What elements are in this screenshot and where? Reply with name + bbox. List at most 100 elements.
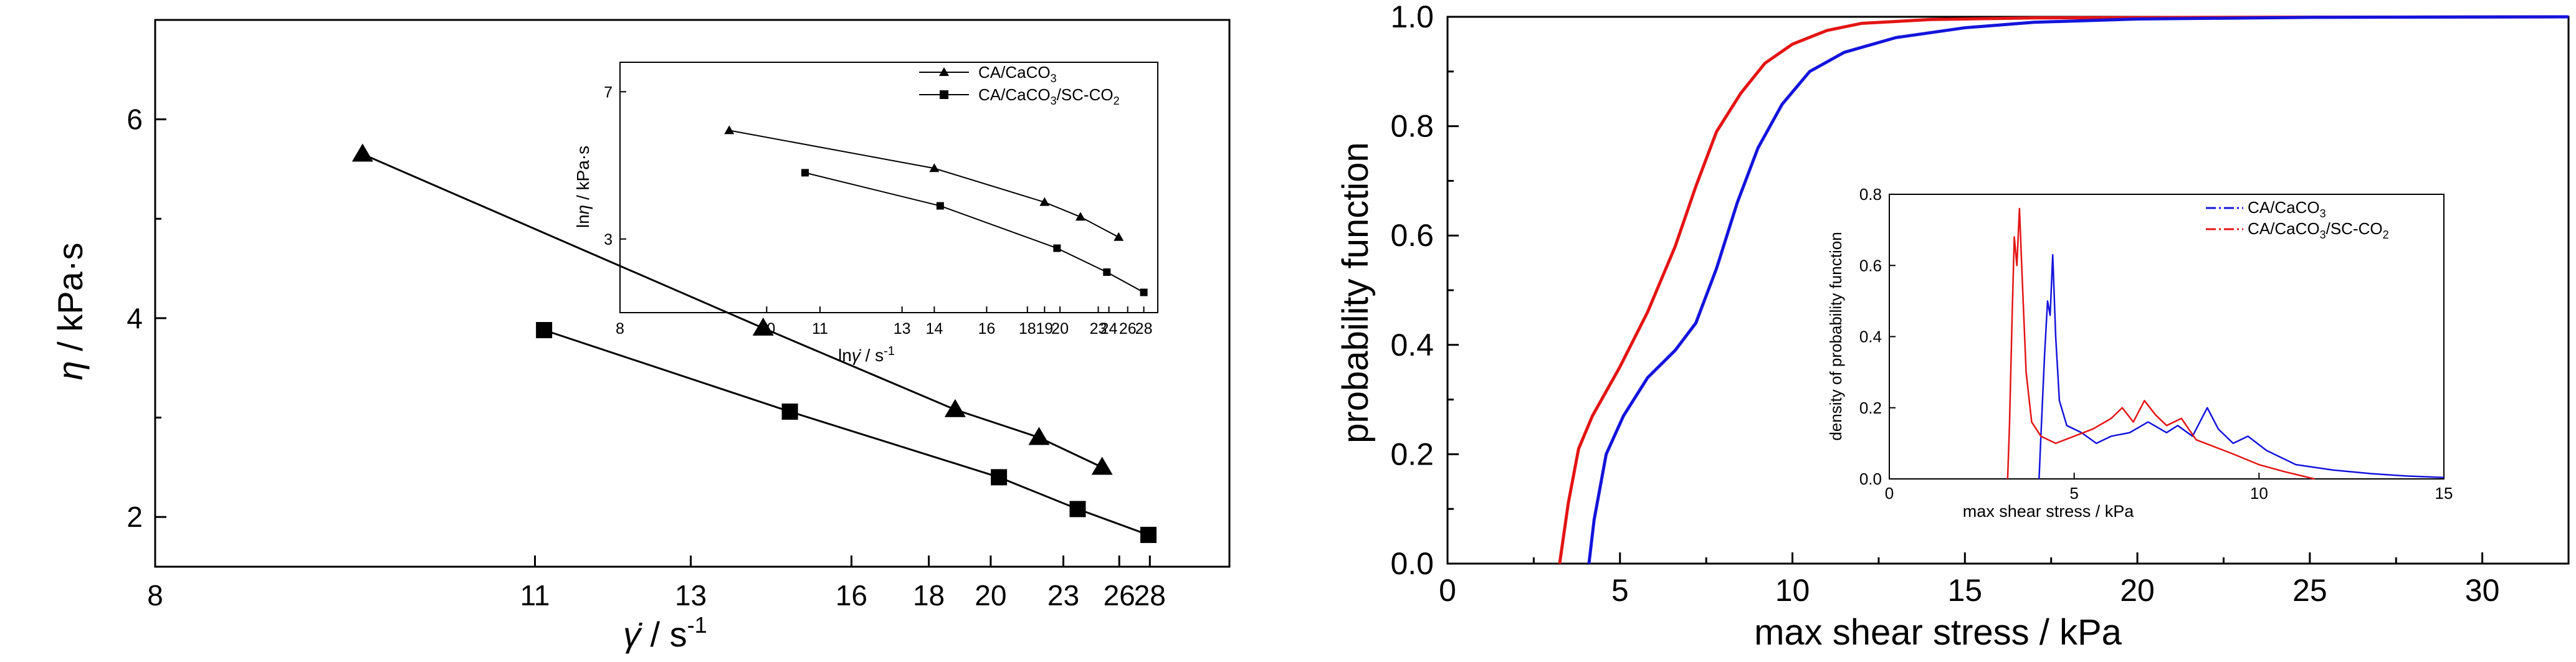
series-line-0 — [362, 153, 1103, 468]
x-tick-label: 13 — [894, 320, 911, 338]
y-tick-label: 0.2 — [1390, 437, 1434, 471]
x-tick-label: 18 — [1019, 320, 1036, 338]
x-tick-label: 0 — [1439, 573, 1456, 608]
x-tick-label: 28 — [1134, 579, 1166, 612]
y-tick-label: 3 — [604, 231, 613, 248]
triangle-marker — [1075, 212, 1085, 221]
cdf-line-1 — [1587, 15, 2569, 564]
x-tick-label: 10 — [1775, 573, 1810, 608]
ln-viscosity-inset-x-label: lnγ̇ / s-1 — [838, 344, 895, 365]
density-inset-x-axis: 0 5 10 15 — [1885, 473, 2453, 503]
x-tick-label: 15 — [1947, 573, 1982, 608]
x-tick-label: 8 — [147, 579, 163, 612]
square-marker — [1053, 244, 1061, 252]
square-marker — [801, 169, 809, 177]
x-tick-label: 5 — [2069, 484, 2078, 503]
cdf-line-0 — [1558, 15, 2569, 564]
legend-square-marker — [940, 90, 948, 99]
legend-triangle-marker — [939, 67, 949, 76]
x-tick-label: 28 — [1135, 320, 1153, 338]
probability-x-axis-label: max shear stress / kPa — [1754, 612, 2122, 653]
density-inset-series — [2006, 207, 2445, 480]
viscosity-y-axis-label: η / kPa·s — [50, 243, 90, 381]
x-tick-label: 16 — [836, 579, 867, 612]
ln-viscosity-inset-series — [724, 125, 1148, 296]
y-tick-label: 0.4 — [1859, 328, 1882, 346]
legend-entry-ca-caco3: CA/CaCO3 — [2248, 198, 2326, 220]
viscosity-series — [351, 143, 1157, 543]
triangle-marker — [752, 317, 774, 336]
legend-entry-ca-caco3-sc-co2: CA/CaCO3/SC-CO2 — [978, 85, 1120, 107]
x-tick-label: 19 — [1036, 320, 1053, 338]
x-tick-label: 11 — [520, 579, 550, 612]
x-tick-label: 13 — [675, 579, 707, 612]
square-marker — [991, 469, 1008, 486]
square-marker — [1140, 526, 1157, 543]
probability-y-axis-label: probability function — [1335, 142, 1376, 443]
square-marker — [936, 202, 944, 210]
x-tick-label: 15 — [2435, 484, 2453, 503]
viscosity-x-axis-label: γ̇ / s-1 — [623, 612, 707, 654]
x-tick-label: 20 — [1051, 320, 1069, 338]
x-tick-label: 11 — [812, 320, 828, 338]
triangle-marker — [724, 125, 735, 135]
legend-entry-ca-caco3-sc-co2: CA/CaCO3/SC-CO2 — [2248, 219, 2389, 241]
probability-x-axis: 0 5 10 15 20 25 30 — [1439, 552, 2499, 608]
y-tick-label: 4 — [126, 302, 143, 334]
probability-chart-frame — [1446, 16, 2570, 565]
y-tick-label: 2 — [126, 501, 143, 533]
density-line-1 — [2006, 207, 2315, 480]
ln-viscosity-inset-legend: CA/CaCO3 CA/CaCO3/SC-CO2 — [919, 63, 1120, 107]
ln-viscosity-inset-y-label: lnη / kPa·s — [573, 146, 593, 228]
triangle-marker — [351, 143, 373, 162]
x-tick-label: 8 — [616, 320, 624, 338]
triangle-marker — [1091, 456, 1113, 475]
y-tick-label: 7 — [604, 83, 613, 101]
x-tick-label: 30 — [2465, 573, 2500, 608]
x-tick-label: 20 — [2120, 573, 2155, 608]
y-tick-label: 0.8 — [1390, 109, 1434, 144]
triangle-marker — [1039, 197, 1050, 206]
x-tick-label: 5 — [1611, 573, 1629, 608]
ln-viscosity-inset-y-axis: 37 — [604, 83, 626, 248]
probability-y-axis: 0.0 0.2 0.4 0.6 0.8 1.0 — [1390, 0, 1459, 581]
density-inset-y-axis: 0.0 0.2 0.4 0.6 0.8 — [1859, 185, 1896, 488]
y-tick-label: 1.0 — [1390, 0, 1434, 34]
x-tick-label: 10 — [2250, 484, 2268, 503]
triangle-marker — [1114, 232, 1124, 241]
square-marker — [1103, 268, 1111, 276]
inset-series-line-1 — [804, 172, 1145, 293]
y-tick-label: 0.0 — [1859, 470, 1882, 488]
x-tick-label: 26 — [1104, 579, 1135, 612]
density-inset-y-label: density of probability function — [1826, 232, 1845, 440]
viscosity-chart-frame — [154, 19, 1231, 568]
x-tick-label: 14 — [925, 320, 943, 338]
x-tick-label: 24 — [1100, 320, 1118, 338]
inset-series-line-0 — [729, 130, 1119, 238]
density-line-0 — [2038, 253, 2445, 480]
y-tick-label: 0.6 — [1859, 256, 1882, 275]
density-inset: 0 5 10 15 0.0 0.2 0.4 0.6 0.8 max shear stress … — [1826, 185, 2453, 521]
legend-entry-ca-caco3: CA/CaCO3 — [978, 63, 1057, 85]
y-tick-label: 0.0 — [1390, 546, 1434, 581]
x-tick-label: 23 — [1090, 320, 1107, 338]
x-tick-label: 25 — [2292, 573, 2327, 608]
ln-viscosity-inset-frame — [619, 62, 1158, 313]
square-marker — [536, 322, 553, 339]
density-inset-x-label: max shear stress / kPa — [1963, 502, 2135, 521]
density-inset-legend: CA/CaCO3 CA/CaCO3/SC-CO2 — [2206, 198, 2389, 241]
x-tick-label: 16 — [978, 320, 996, 338]
probability-series — [1558, 15, 2569, 564]
probability-chart: 0 5 10 15 20 25 30 0.0 0.2 0.4 0.6 0.8 1.0 max shea… — [1335, 0, 2570, 653]
square-marker — [1069, 501, 1086, 518]
square-marker — [781, 403, 798, 420]
y-tick-label: 0.8 — [1859, 185, 1882, 204]
y-tick-label: 0.2 — [1859, 399, 1882, 417]
y-tick-label: 6 — [126, 103, 143, 136]
y-tick-label: 0.6 — [1390, 218, 1434, 253]
viscosity-y-axis: 2 4 6 — [126, 103, 166, 533]
x-tick-label: 0 — [1885, 484, 1894, 503]
